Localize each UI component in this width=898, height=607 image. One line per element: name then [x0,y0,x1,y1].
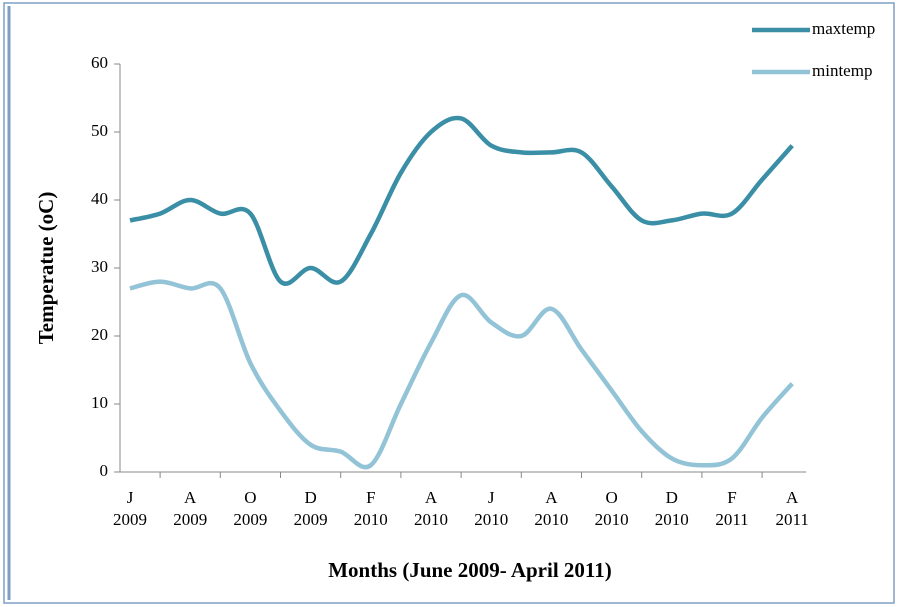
y-tick-label: 0 [100,461,109,480]
y-tick-label: 60 [91,53,108,72]
x-tick-label: J 2009 [113,488,147,529]
y-tick-label: 40 [91,189,108,208]
legend-label: mintemp [812,61,872,80]
x-tick-label: D 2009 [293,488,328,529]
y-tick-label: 30 [91,257,108,276]
x-tick-label: F 2010 [353,488,388,529]
x-tick-label: J 2010 [474,488,509,529]
y-tick-label: 50 [91,121,108,140]
x-tick-label: A 2009 [173,488,208,529]
y-tick-label: 10 [91,393,108,412]
x-tick-label: D 2010 [654,488,689,529]
series-line [129,279,794,470]
y-tick-label: 20 [91,325,108,344]
frame [3,2,895,604]
legend-label: maxtemp [812,19,875,38]
x-tick-label: O 2009 [233,488,268,529]
x-tick-label: A 2011 [775,488,809,529]
x-tick-label: O 2010 [594,488,629,529]
x-tick-label: A 2010 [414,488,448,529]
x-tick-label: A 2010 [534,488,569,529]
x-tick-label: F 2011 [715,488,749,529]
x-axis-label: Months (June 2009- April 2011) [328,558,612,582]
series-line [129,115,794,286]
y-axis-label: Temperatue (oC) [34,192,58,345]
